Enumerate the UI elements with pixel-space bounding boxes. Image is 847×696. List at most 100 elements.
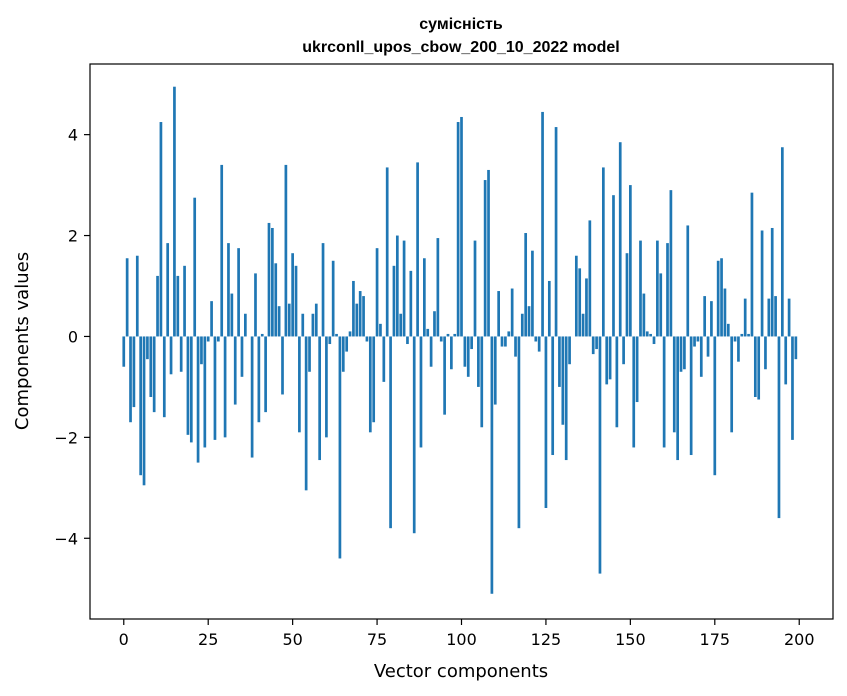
bar (392, 265, 396, 337)
bar (328, 336, 332, 345)
bar (487, 169, 490, 337)
bar (348, 331, 352, 337)
bar (615, 336, 619, 428)
bar (321, 243, 325, 337)
bar (733, 336, 737, 342)
bar (314, 303, 318, 337)
bar (774, 296, 777, 337)
bar (676, 336, 679, 461)
bar (385, 167, 389, 337)
bar (710, 301, 713, 337)
bar (240, 336, 244, 377)
bar (250, 336, 254, 458)
bar (183, 265, 186, 337)
y-tick-label: −2 (54, 428, 78, 447)
bar (230, 293, 234, 337)
bar (608, 336, 612, 380)
bar (716, 260, 720, 337)
bar (723, 288, 727, 337)
bar (517, 336, 521, 529)
bar (419, 336, 423, 448)
chart-title: сумісність (419, 16, 503, 33)
y-axis-ticks: −4 −2 0 2 4 (54, 126, 90, 548)
bar (395, 235, 399, 337)
bar (689, 336, 693, 456)
bar (635, 336, 639, 403)
bar (345, 336, 349, 352)
bar (605, 336, 609, 385)
bar (703, 296, 707, 337)
bar (699, 336, 703, 377)
bar (132, 336, 136, 408)
bar (767, 298, 771, 337)
bar (450, 336, 453, 370)
bar (173, 86, 176, 337)
bar (335, 333, 338, 337)
bar (152, 336, 156, 413)
bar (281, 336, 284, 395)
bar (186, 336, 190, 435)
bar (504, 336, 507, 347)
bar (520, 313, 524, 337)
bar (453, 333, 457, 337)
bar (271, 227, 274, 337)
bar (693, 336, 696, 347)
bar (372, 336, 376, 423)
bar (156, 275, 159, 337)
bar (365, 336, 369, 342)
bar (720, 258, 723, 337)
bar (277, 306, 281, 337)
bar (331, 260, 335, 337)
bar (561, 336, 565, 425)
bar (794, 336, 798, 360)
bar (125, 258, 129, 337)
x-tick-label: 0 (119, 630, 129, 649)
bar (274, 263, 278, 337)
bar (507, 331, 511, 337)
bar (368, 336, 372, 433)
bar (598, 336, 602, 574)
bar (399, 313, 403, 337)
bar (656, 240, 659, 337)
bar (622, 336, 625, 365)
bar (564, 336, 568, 461)
bar (531, 250, 534, 337)
bar (267, 222, 271, 337)
bar (200, 336, 203, 365)
bar (233, 336, 237, 405)
bar (456, 122, 460, 337)
bar (260, 333, 264, 337)
bar (375, 248, 379, 337)
bar (176, 275, 180, 337)
bar (308, 336, 311, 372)
bar (780, 147, 784, 337)
bar (510, 288, 514, 337)
bar (149, 336, 153, 397)
bar (541, 111, 544, 337)
bar (352, 280, 355, 337)
x-tick-label: 75 (367, 630, 387, 649)
bar (784, 336, 788, 385)
bar (159, 122, 163, 337)
bar (473, 240, 477, 337)
bar (257, 336, 261, 423)
y-tick-label: 4 (68, 126, 78, 145)
x-axis-label: Vector components (374, 661, 548, 682)
bar (203, 336, 207, 448)
bar (341, 336, 345, 372)
bar (764, 336, 767, 370)
bar (460, 116, 463, 337)
bar (649, 333, 652, 337)
bar (618, 142, 622, 337)
bar (524, 233, 528, 337)
bar (166, 243, 170, 337)
bar (585, 278, 588, 337)
bar (554, 127, 558, 337)
bar-series (122, 86, 798, 594)
bar (382, 336, 386, 382)
x-tick-label: 150 (615, 630, 646, 649)
x-axis-ticks: 0 25 50 75 100 125 150 175 200 (119, 619, 815, 649)
bar (446, 333, 450, 337)
bar (169, 336, 173, 375)
